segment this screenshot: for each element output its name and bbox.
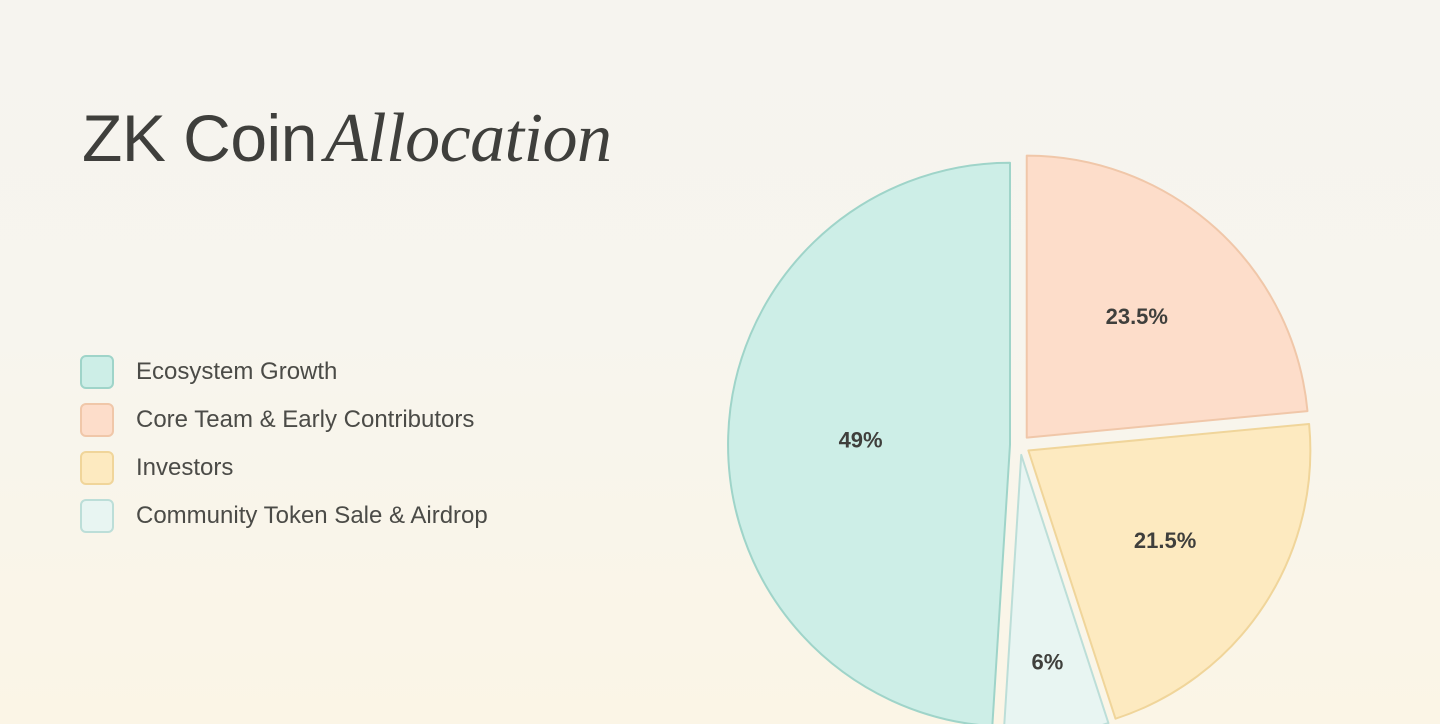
legend-swatch [80, 451, 114, 485]
legend-label: Community Token Sale & Airdrop [136, 502, 488, 529]
data-label-investors: 21.5% [1134, 528, 1196, 553]
legend-item-core-team: Core Team & Early Contributors [80, 396, 488, 444]
legend-label: Investors [136, 454, 234, 481]
legend-swatch [80, 499, 114, 533]
data-label-ecosystem-growth: 49% [839, 428, 883, 453]
pie-slice-investors [1027, 422, 1312, 720]
legend-item-investors: Investors [80, 444, 488, 492]
pie-data-labels: 23.5% 21.5% 6% 49% [839, 304, 1197, 674]
pie-slices [727, 154, 1312, 724]
legend-swatch [80, 403, 114, 437]
legend-label: Core Team & Early Contributors [136, 406, 475, 433]
legend-label: Ecosystem Growth [136, 358, 338, 385]
legend-item-ecosystem-growth: Ecosystem Growth [80, 348, 488, 396]
chart-legend: Ecosystem Growth Core Team & Early Contr… [80, 348, 488, 540]
legend-item-community-token-sale: Community Token Sale & Airdrop [80, 492, 488, 540]
pie-slice-core-team [1025, 154, 1309, 439]
data-label-core-team: 23.5% [1106, 304, 1168, 329]
pie-slice-community-token-sale [1003, 453, 1110, 724]
data-label-community-token-sale: 6% [1032, 650, 1064, 675]
title-main: ZK Coin [82, 101, 317, 175]
chart-title: ZK Coin Allocation [82, 98, 612, 179]
legend-swatch [80, 355, 114, 389]
title-accent: Allocation [324, 100, 612, 177]
pie-slice-ecosystem-growth [727, 161, 1011, 724]
